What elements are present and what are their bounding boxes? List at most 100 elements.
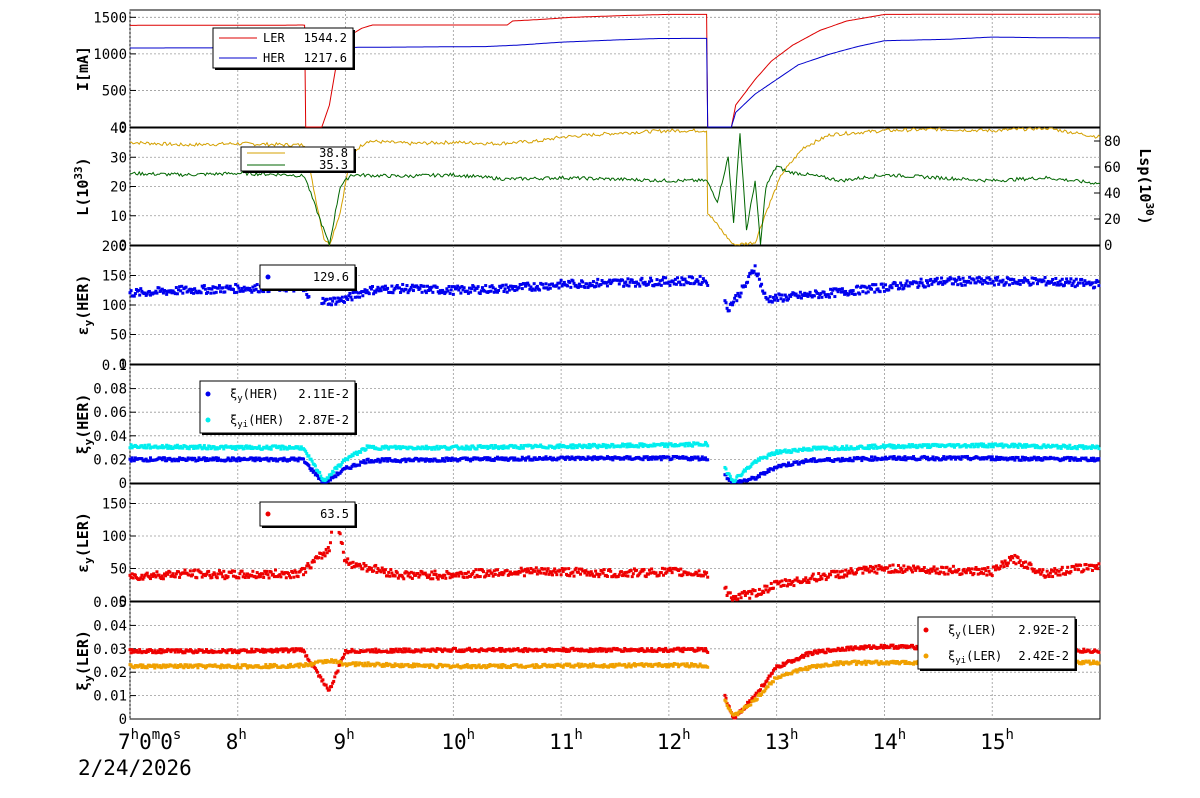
data-point (340, 295, 344, 299)
data-point (809, 457, 813, 461)
data-point (773, 452, 777, 456)
data-point (1081, 650, 1085, 654)
data-point (338, 471, 342, 475)
data-point (380, 566, 384, 570)
data-point (965, 454, 969, 458)
data-point (914, 647, 918, 651)
data-point (404, 287, 408, 291)
data-point (1065, 277, 1069, 281)
data-point (801, 580, 805, 584)
data-point (150, 573, 154, 577)
data-point (444, 576, 448, 580)
data-point (1073, 285, 1077, 289)
data-point (210, 575, 214, 579)
data-point (279, 575, 283, 579)
data-point (706, 650, 710, 654)
data-point (1026, 456, 1030, 460)
data-point (237, 446, 241, 450)
data-point (533, 456, 537, 460)
data-point (739, 596, 743, 600)
data-point (324, 477, 328, 481)
data-point (973, 445, 977, 449)
series-line-1 (130, 13, 1100, 128)
data-point (1030, 276, 1034, 280)
data-point (819, 291, 823, 295)
data-point (206, 447, 210, 451)
data-point (261, 447, 265, 451)
data-point (321, 296, 325, 300)
data-point (244, 574, 248, 578)
data-point (443, 573, 447, 577)
data-point (872, 283, 876, 287)
data-point (959, 457, 963, 461)
data-point (244, 649, 248, 653)
data-point (732, 595, 736, 599)
data-point (385, 457, 389, 461)
y2-tick-label: 40 (1104, 186, 1121, 202)
data-point (193, 287, 197, 291)
data-point (337, 299, 341, 303)
data-point (316, 469, 320, 473)
data-point (640, 647, 644, 651)
data-point (784, 579, 788, 583)
data-point (356, 291, 360, 295)
data-point (914, 568, 918, 572)
data-point (488, 456, 492, 460)
data-point (574, 444, 578, 448)
data-point (184, 445, 188, 449)
data-point (362, 447, 366, 451)
data-point (307, 564, 311, 568)
y-tick-label: 0 (119, 120, 127, 136)
data-point (589, 456, 593, 460)
data-point (353, 664, 357, 668)
data-point (289, 662, 293, 666)
data-point (889, 445, 893, 449)
data-point (497, 447, 501, 451)
data-point (691, 276, 695, 280)
data-point (379, 570, 383, 574)
data-point (561, 646, 565, 650)
data-point (280, 457, 284, 461)
data-point (866, 567, 870, 571)
data-point (488, 445, 492, 449)
data-point (419, 650, 423, 654)
data-point (417, 575, 421, 579)
data-point (1012, 445, 1016, 449)
data-point (990, 455, 994, 459)
data-point (405, 284, 409, 288)
data-point (617, 573, 621, 577)
data-point (373, 650, 377, 654)
data-point (303, 567, 307, 571)
data-point (975, 276, 979, 280)
data-point (824, 578, 828, 582)
data-point (782, 663, 786, 667)
data-point (229, 648, 233, 652)
data-point (326, 479, 330, 483)
data-point (912, 455, 916, 459)
data-point (165, 571, 169, 575)
data-point (282, 447, 286, 451)
data-point (393, 458, 397, 462)
data-point (474, 568, 478, 572)
data-point (250, 456, 254, 460)
data-point (161, 291, 165, 295)
data-point (293, 649, 297, 653)
data-point (368, 460, 372, 464)
data-point (763, 472, 767, 476)
data-point (1062, 283, 1066, 287)
data-point (969, 445, 973, 449)
data-point (269, 665, 273, 669)
data-point (958, 277, 962, 281)
data-point (637, 649, 641, 653)
data-point (571, 646, 575, 650)
data-point (983, 279, 987, 283)
data-point (622, 284, 626, 288)
y-axis-label: ξy(HER) (74, 394, 95, 455)
data-point (774, 451, 778, 455)
data-point (253, 649, 257, 653)
data-point (603, 443, 607, 447)
series-points-1 (128, 454, 1101, 484)
data-point (938, 280, 942, 284)
data-point (324, 683, 328, 687)
data-point (132, 666, 136, 670)
